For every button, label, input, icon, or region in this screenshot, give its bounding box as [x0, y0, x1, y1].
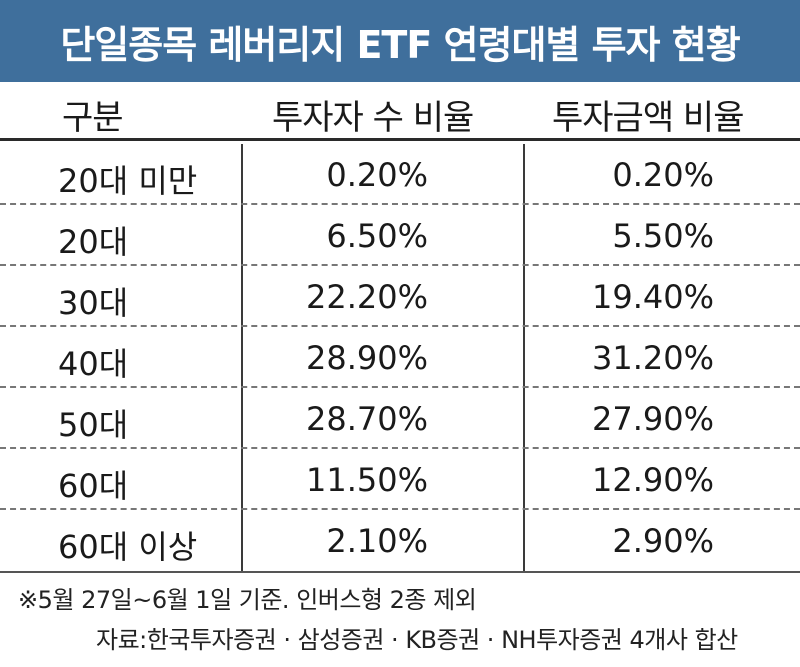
investor-ratio-value: 28.70% [305, 400, 428, 438]
amount-ratio-value: 5.50% [612, 217, 714, 255]
row-separator [0, 203, 800, 205]
source-note: 자료:한국투자증권 · 삼성증권 · KB증권 · NH투자증권 4개사 합산 [96, 626, 738, 654]
row-label: 50대 [58, 406, 129, 444]
table-row: 20대 6.50% 5.50% [0, 205, 800, 266]
row-label: 20대 미만 [58, 162, 198, 200]
row-separator [0, 325, 800, 327]
table-row: 30대 22.20% 19.40% [0, 266, 800, 327]
amount-ratio-value: 2.90% [612, 522, 714, 560]
header-amount-ratio: 투자금액 비율 [552, 98, 744, 138]
amount-ratio-value: 0.20% [612, 156, 714, 194]
row-separator [0, 447, 800, 449]
table-row: 60대 11.50% 12.90% [0, 449, 800, 510]
chart-title: 단일종목 레버리지 ETF 연령대별 투자 현황 [0, 0, 800, 82]
footnote: ※5월 27일~6월 1일 기준. 인버스형 2종 제외 [18, 586, 477, 614]
investor-ratio-value: 0.20% [326, 156, 428, 194]
row-separator [0, 508, 800, 510]
column-divider-1 [241, 144, 243, 571]
amount-ratio-value: 27.90% [591, 400, 714, 438]
column-divider-2 [523, 144, 525, 571]
row-separator [0, 386, 800, 388]
header-investor-ratio: 투자자 수 비율 [272, 98, 474, 138]
investor-ratio-value: 22.20% [305, 278, 428, 316]
row-label: 40대 [58, 345, 129, 383]
amount-ratio-value: 19.40% [591, 278, 714, 316]
table-row: 40대 28.90% 31.20% [0, 327, 800, 388]
row-label: 60대 이상 [58, 528, 198, 566]
amount-ratio-value: 12.90% [591, 461, 714, 499]
header-divider [0, 138, 800, 141]
row-label: 60대 [58, 467, 129, 505]
investor-ratio-value: 2.10% [326, 522, 428, 560]
table-row: 50대 28.70% 27.90% [0, 388, 800, 449]
header-category: 구분 [62, 98, 124, 138]
investor-ratio-value: 28.90% [305, 339, 428, 377]
table-header: 구분 투자자 수 비율 투자금액 비율 [0, 82, 800, 144]
table-row: 60대 이상 2.10% 2.90% [0, 510, 800, 571]
row-label: 30대 [58, 284, 129, 322]
row-label: 20대 [58, 223, 129, 261]
investor-ratio-value: 6.50% [326, 217, 428, 255]
table-row: 20대 미만 0.20% 0.20% [0, 144, 800, 205]
investor-ratio-value: 11.50% [305, 461, 428, 499]
table-bottom-border [0, 571, 800, 573]
amount-ratio-value: 31.20% [591, 339, 714, 377]
row-separator [0, 264, 800, 266]
